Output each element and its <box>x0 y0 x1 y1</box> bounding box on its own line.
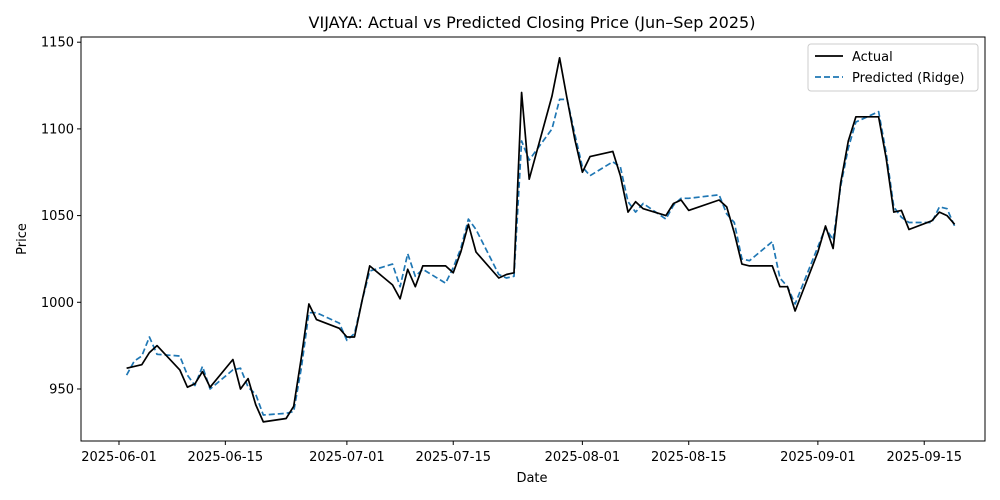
legend-label-predicted: Predicted (Ridge) <box>852 71 964 86</box>
y-tick-label: 1050 <box>41 209 74 224</box>
x-tick-label: 2025-06-01 <box>81 450 157 465</box>
x-tick-label: 2025-09-01 <box>780 450 856 465</box>
x-tick-label: 2025-08-01 <box>545 450 621 465</box>
series-line-actual <box>126 56 956 423</box>
y-tick-label: 950 <box>49 382 74 397</box>
x-axis-label: Date <box>516 471 547 486</box>
legend: Actual Predicted (Ridge) <box>807 43 979 92</box>
x-axis: 2025-06-01 2025-06-15 2025-07-01 2025-07-15… <box>81 441 962 465</box>
legend-box <box>807 43 979 92</box>
y-axis-label: Price <box>15 223 30 255</box>
x-tick-label: 2025-06-15 <box>188 450 264 465</box>
x-tick-label: 2025-07-01 <box>309 450 385 465</box>
y-tick-label: 1100 <box>41 122 74 137</box>
plot-frame <box>80 36 986 442</box>
x-tick-label: 2025-07-15 <box>415 450 491 465</box>
y-tick-label: 1150 <box>41 36 74 51</box>
series-line-predicted <box>125 98 956 416</box>
legend-label-actual: Actual <box>852 50 893 65</box>
chart-title: VIJAYA: Actual vs Predicted Closing Pric… <box>309 13 756 32</box>
y-tick-label: 1000 <box>41 296 74 311</box>
series-layer <box>125 56 956 423</box>
y-axis: 950 1000 1050 1100 1150 <box>41 36 81 397</box>
x-tick-label: 2025-08-15 <box>651 450 727 465</box>
x-tick-label: 2025-09-15 <box>886 450 962 465</box>
